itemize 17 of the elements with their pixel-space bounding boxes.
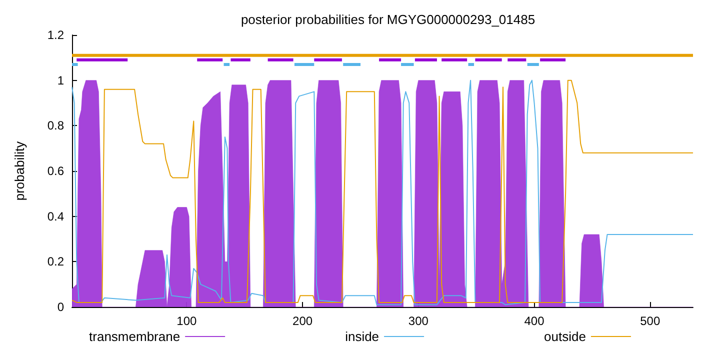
x-tick-label: 300	[408, 314, 429, 328]
legend-label: inside	[345, 329, 380, 344]
x-tick-label: 200	[292, 314, 313, 328]
x-tick-label: 100	[176, 314, 198, 328]
legend-label: outside	[544, 329, 586, 344]
y-tick-label: 0.8	[47, 118, 64, 133]
chart-title: posterior probabilities for MGYG000000293_01485	[240, 12, 536, 27]
y-tick-label: 0.4	[47, 209, 64, 224]
x-tick-label: 400	[524, 314, 545, 328]
y-tick-label: 1.2	[47, 28, 64, 42]
x-tick-label: 500	[640, 314, 660, 328]
y-tick-label: 1	[57, 73, 64, 88]
y-tick-label: 0	[57, 300, 64, 314]
legend-label: transmembrane	[89, 329, 180, 344]
y-axis-title: probability	[12, 140, 27, 201]
y-tick-label: 0.2	[47, 254, 64, 269]
y-tick-label: 0.6	[47, 164, 64, 178]
